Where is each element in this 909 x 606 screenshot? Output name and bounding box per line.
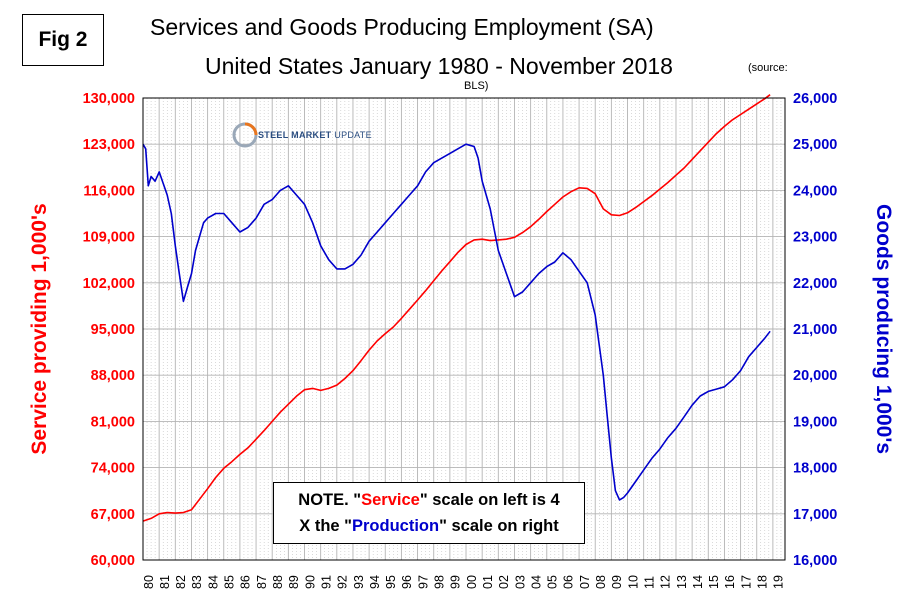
series-line-goods bbox=[142, 143, 771, 501]
x-tick-label: 88 bbox=[271, 575, 285, 589]
chart-title-line2: United States January 1980 - November 20… bbox=[205, 53, 673, 79]
y-left-tick-label: 60,000 bbox=[91, 553, 135, 569]
x-tick-label: 18 bbox=[756, 575, 770, 589]
scale-note-box: NOTE. "Service" scale on left is 4 X the… bbox=[273, 482, 585, 544]
logo-swirl-icon bbox=[232, 122, 258, 148]
y-right-tick-label: 26,000 bbox=[793, 91, 837, 107]
x-tick-label: 13 bbox=[675, 575, 689, 589]
x-tick-label: 98 bbox=[433, 575, 447, 589]
x-tick-label: 00 bbox=[465, 575, 479, 589]
x-tick-label: 06 bbox=[562, 575, 576, 589]
y-left-tick-label: 67,000 bbox=[91, 507, 135, 523]
y-left-tick-label: 130,000 bbox=[83, 91, 135, 107]
x-tick-label: 91 bbox=[319, 575, 333, 589]
x-tick-label: 03 bbox=[513, 575, 527, 589]
y-right-tick-label: 21,000 bbox=[793, 322, 837, 338]
x-tick-label: 10 bbox=[626, 575, 640, 589]
x-tick-label: 19 bbox=[772, 575, 786, 589]
x-tick-label: 07 bbox=[578, 575, 592, 589]
x-tick-label: 82 bbox=[174, 575, 188, 589]
x-tick-label: 99 bbox=[449, 575, 463, 589]
source-note-part2: BLS) bbox=[464, 80, 489, 92]
x-tick-label: 83 bbox=[190, 575, 204, 589]
logo-text: STEEL MARKET UPDATE bbox=[258, 130, 372, 140]
x-tick-label: 94 bbox=[368, 575, 382, 589]
x-tick-label: 92 bbox=[336, 575, 350, 589]
y-right-tick-label: 23,000 bbox=[793, 230, 837, 246]
x-tick-label: 90 bbox=[303, 575, 317, 589]
x-tick-label: 08 bbox=[594, 575, 608, 589]
x-tick-label: 85 bbox=[223, 575, 237, 589]
x-tick-label: 12 bbox=[659, 575, 673, 589]
x-tick-label: 95 bbox=[384, 575, 398, 589]
x-tick-label: 89 bbox=[287, 575, 301, 589]
x-tick-label: 84 bbox=[206, 575, 220, 589]
x-tick-label: 14 bbox=[691, 575, 705, 589]
y-left-tick-label: 102,000 bbox=[83, 276, 135, 292]
x-tick-label: 96 bbox=[400, 575, 414, 589]
note-line2: X the "Production" scale on right bbox=[299, 517, 559, 535]
x-tick-label: 17 bbox=[739, 575, 753, 589]
steel-market-update-logo: STEEL MARKET UPDATE bbox=[232, 122, 372, 148]
x-tick-label: 15 bbox=[707, 575, 721, 589]
x-tick-label: 87 bbox=[255, 575, 269, 589]
y-left-tick-label: 95,000 bbox=[91, 322, 135, 338]
x-tick-label: 93 bbox=[352, 575, 366, 589]
y-right-tick-label: 18,000 bbox=[793, 461, 837, 477]
y-right-tick-label: 16,000 bbox=[793, 553, 837, 569]
y-right-tick-label: 22,000 bbox=[793, 276, 837, 292]
y-right-tick-label: 17,000 bbox=[793, 507, 837, 523]
y-left-tick-label: 109,000 bbox=[83, 230, 135, 246]
x-tick-label: 80 bbox=[142, 575, 156, 589]
x-tick-label: 97 bbox=[416, 575, 430, 589]
y-right-tick-label: 19,000 bbox=[793, 414, 837, 430]
x-tick-label: 16 bbox=[723, 575, 737, 589]
x-tick-label: 86 bbox=[239, 575, 253, 589]
y-axis-right-label: Goods producing 1,000's bbox=[872, 204, 895, 454]
source-note-part1: (source: bbox=[748, 62, 788, 74]
y-right-tick-label: 24,000 bbox=[793, 183, 837, 199]
figure-label: Fig 2 bbox=[22, 14, 104, 66]
chart-title-line1: Services and Goods Producing Employment … bbox=[150, 14, 654, 40]
x-tick-label: 09 bbox=[610, 575, 624, 589]
y-right-tick-label: 25,000 bbox=[793, 137, 837, 153]
x-tick-label: 11 bbox=[642, 576, 656, 589]
note-line1: NOTE. "Service" scale on left is 4 bbox=[298, 491, 560, 509]
y-left-tick-label: 116,000 bbox=[83, 183, 135, 199]
x-tick-label: 04 bbox=[529, 575, 543, 589]
x-tick-label: 02 bbox=[497, 575, 511, 589]
x-tick-label: 05 bbox=[546, 575, 560, 589]
y-left-tick-label: 74,000 bbox=[91, 461, 135, 477]
y-right-tick-label: 20,000 bbox=[793, 368, 837, 384]
y-left-tick-label: 81,000 bbox=[91, 414, 135, 430]
y-axis-left-label: Service providing 1,000's bbox=[28, 203, 51, 454]
series-line-service bbox=[142, 94, 771, 522]
y-left-tick-label: 123,000 bbox=[83, 137, 135, 153]
x-tick-label: 81 bbox=[158, 575, 172, 589]
x-tick-label: 01 bbox=[481, 575, 495, 589]
y-left-tick-label: 88,000 bbox=[91, 368, 135, 384]
plot-area-frame bbox=[142, 97, 786, 561]
